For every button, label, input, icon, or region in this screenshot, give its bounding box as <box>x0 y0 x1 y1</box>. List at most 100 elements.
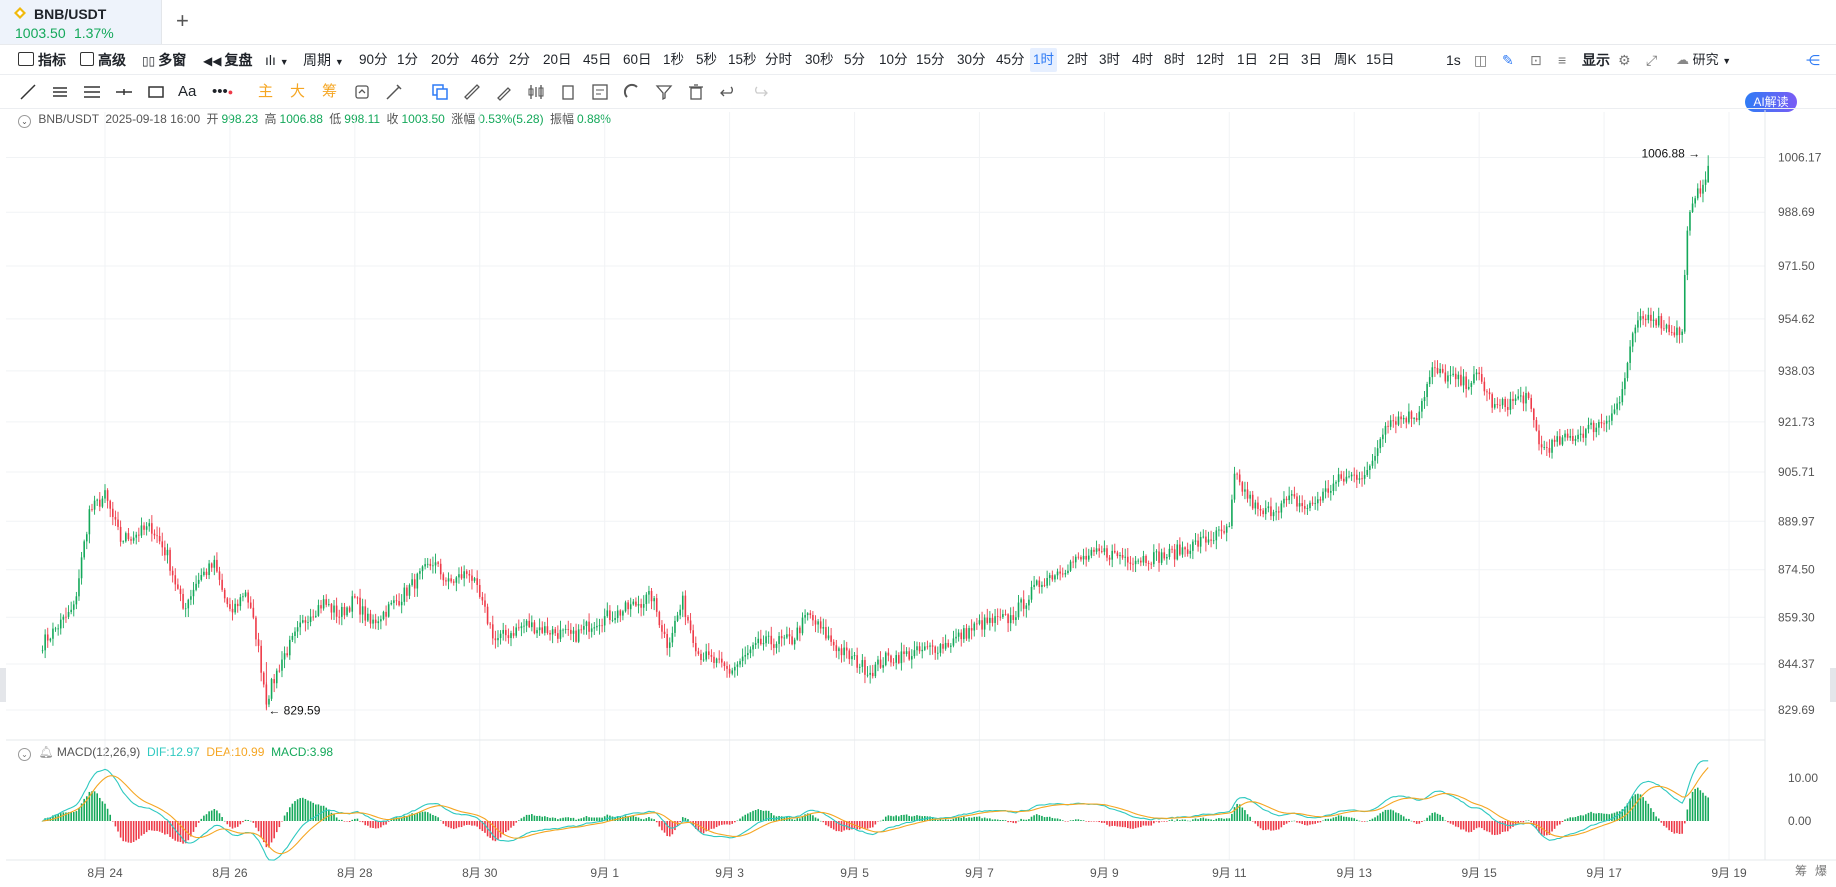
layout-icon[interactable]: ⊡ <box>1530 52 1542 68</box>
clipboard-icon[interactable] <box>558 82 578 102</box>
period-10分[interactable]: 10分 <box>879 52 908 67</box>
pencil-icon[interactable]: ✎ <box>1502 52 1514 68</box>
corner-liq-button[interactable]: 爆 <box>1815 864 1828 878</box>
collapse-icon[interactable]: ⌄ <box>18 748 31 761</box>
corner-chip-button[interactable]: 筹 <box>1795 864 1808 878</box>
period-20分[interactable]: 20分 <box>431 52 460 67</box>
redo-icon[interactable] <box>750 82 770 102</box>
parallel-lines-icon[interactable] <box>50 82 70 102</box>
period-1时[interactable]: 1时 <box>1030 48 1058 72</box>
period-4时[interactable]: 4时 <box>1132 52 1154 67</box>
fib-icon[interactable] <box>82 82 102 102</box>
interval-button[interactable]: 1s <box>1446 52 1461 68</box>
horizontal-line-icon[interactable] <box>114 82 134 102</box>
big-order-button[interactable]: 大 <box>290 83 306 100</box>
period-2分[interactable]: 2分 <box>509 52 531 67</box>
period-3时[interactable]: 3时 <box>1099 52 1121 67</box>
camera-icon[interactable]: ◫ <box>1474 52 1488 68</box>
right-panel-handle[interactable] <box>1830 668 1836 702</box>
period-20日[interactable]: 20日 <box>543 52 572 67</box>
text-tool-icon[interactable]: Aa <box>178 83 197 100</box>
research-button[interactable]: ☁ 研究 ▼ <box>1676 52 1732 67</box>
period-3日[interactable]: 3日 <box>1301 52 1323 67</box>
chip-button[interactable]: 筹 <box>322 83 338 100</box>
period-12时[interactable]: 12时 <box>1196 52 1225 67</box>
trash-icon[interactable] <box>686 82 706 102</box>
indicator-button[interactable]: 指标 <box>18 50 66 70</box>
period-8时[interactable]: 8时 <box>1164 52 1186 67</box>
period-60日[interactable]: 60日 <box>623 52 652 67</box>
candle-body <box>918 646 921 652</box>
fullscreen-icon[interactable]: ⤢ <box>1646 52 1658 68</box>
macd-hist-bar <box>1400 814 1402 821</box>
period-15秒[interactable]: 15秒 <box>728 52 757 67</box>
bell-icon[interactable]: 🔔︎ <box>38 745 54 759</box>
candle-tool-icon[interactable] <box>526 82 546 102</box>
macd-hist-bar <box>1473 821 1475 830</box>
main-force-button[interactable]: 主 <box>258 83 274 100</box>
macd-hist-bar <box>1147 821 1150 826</box>
period-1日[interactable]: 1日 <box>1237 52 1259 67</box>
multi-window-button[interactable]: ▯▯ 多窗 <box>142 52 187 68</box>
macd-hist-bar <box>239 821 242 825</box>
period-45分[interactable]: 45分 <box>996 52 1025 67</box>
copy-icon[interactable] <box>430 82 450 102</box>
undo-icon[interactable] <box>718 82 738 102</box>
macd-hist-bar <box>242 821 244 823</box>
period-dropdown[interactable]: 周期 ▼ <box>303 52 344 68</box>
share-icon[interactable]: ⋲ <box>1806 52 1820 68</box>
more-tools-icon[interactable]: •••● <box>212 83 234 100</box>
period-周K[interactable]: 周K <box>1334 52 1357 67</box>
period-15日[interactable]: 15日 <box>1366 52 1395 67</box>
period-1秒[interactable]: 1秒 <box>663 52 685 67</box>
candle-body <box>1363 475 1366 479</box>
macd-hist-bar <box>775 816 778 821</box>
add-tab-button[interactable]: + <box>176 8 189 33</box>
filter-icon[interactable] <box>654 82 674 102</box>
candle-body <box>1137 560 1140 562</box>
collapse-icon[interactable]: ⌄ <box>18 115 31 128</box>
brush-icon[interactable] <box>384 82 404 102</box>
period-5分[interactable]: 5分 <box>844 52 866 67</box>
rectangle-icon[interactable] <box>146 82 166 102</box>
left-panel-handle[interactable] <box>0 668 6 702</box>
magnet-icon[interactable] <box>622 82 642 102</box>
period-15分[interactable]: 15分 <box>916 52 945 67</box>
macd-hist-bar <box>1418 821 1421 824</box>
macd-hist-bar <box>713 821 715 829</box>
pen-icon[interactable] <box>494 82 514 102</box>
ai-analysis-button[interactable]: AI解读 <box>1745 92 1797 112</box>
sync-icon[interactable] <box>352 82 372 102</box>
period-45日[interactable]: 45日 <box>583 52 612 67</box>
display-button[interactable]: 显示 <box>1582 52 1610 68</box>
macd-hist-bar <box>1124 821 1127 828</box>
note-icon[interactable] <box>590 82 610 102</box>
period-90分[interactable]: 90分 <box>359 52 388 67</box>
candle-body <box>994 616 996 623</box>
period-2时[interactable]: 2时 <box>1067 52 1089 67</box>
candle-body <box>252 607 255 618</box>
period-46分[interactable]: 46分 <box>471 52 500 67</box>
period-5秒[interactable]: 5秒 <box>696 52 718 67</box>
advanced-button[interactable]: 高级 <box>80 50 126 70</box>
period-2日[interactable]: 2日 <box>1269 52 1291 67</box>
period-30秒[interactable]: 30秒 <box>805 52 834 67</box>
chart-type-button[interactable]: ılı ▼ <box>265 50 289 70</box>
period-1分[interactable]: 1分 <box>397 52 419 67</box>
candle-body <box>1254 502 1257 509</box>
list-icon[interactable]: ≡ <box>1558 52 1567 68</box>
symbol-tab[interactable]: BNB/USDT 1003.50 1.37% <box>0 0 162 44</box>
gear-icon[interactable]: ⚙ <box>1618 52 1631 68</box>
macd-hist-bar <box>1540 821 1543 836</box>
replay-button[interactable]: ◀◀ 复盘 <box>203 52 253 68</box>
period-30分[interactable]: 30分 <box>957 52 986 67</box>
candle-body <box>421 566 424 572</box>
ruler-icon[interactable] <box>462 82 482 102</box>
trend-line-icon[interactable] <box>18 82 38 102</box>
macd-hist-bar <box>1395 812 1397 821</box>
candle-body <box>1051 575 1054 580</box>
candle-body <box>523 625 525 627</box>
candle-body <box>1350 474 1353 477</box>
macd-hist-bar <box>510 821 512 828</box>
period-分时[interactable]: 分时 <box>765 52 792 67</box>
